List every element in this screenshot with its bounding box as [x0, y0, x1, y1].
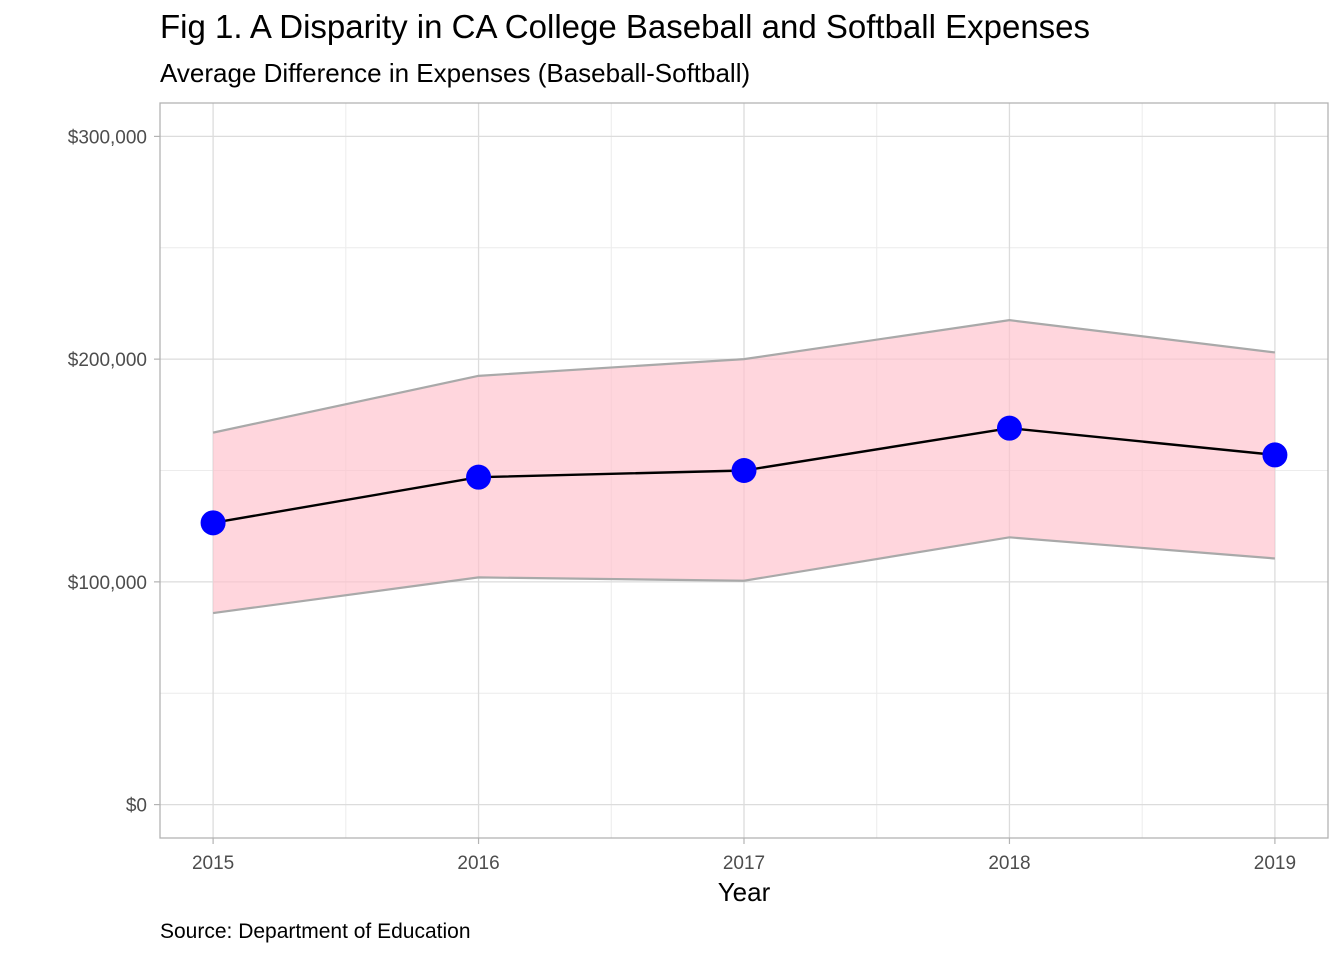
band-upper-line: [212, 319, 1276, 434]
x-tick-label: 2015: [192, 853, 234, 874]
band-lower-line: [212, 536, 1275, 615]
chart-caption: Source: Department of Education: [160, 920, 471, 943]
data-point: [731, 458, 757, 483]
x-axis-title: Year: [718, 877, 771, 907]
data-point: [200, 510, 226, 536]
chart-subtitle: Average Difference in Expenses (Baseball…: [160, 58, 751, 88]
data-point: [996, 415, 1022, 441]
y-tick-label: $0: [126, 796, 147, 817]
x-tick-label: 2018: [988, 853, 1030, 874]
x-tick-label: 2019: [1254, 853, 1296, 874]
data-point: [466, 464, 492, 490]
y-tick-label: $200,000: [68, 350, 147, 371]
data-point: [1262, 442, 1288, 468]
y-tick-label: $100,000: [68, 573, 147, 594]
y-axis-ticks: $0 $100,000 $200,000 $300,000: [68, 127, 160, 817]
x-axis-ticks: 2015 2016 2017 2018 2019: [192, 838, 1296, 874]
x-tick-label: 2017: [723, 853, 765, 874]
series-points: [200, 415, 1288, 536]
chart-title: Fig 1. A Disparity in CA College Basebal…: [160, 8, 1091, 45]
y-tick-label: $300,000: [68, 127, 147, 148]
x-tick-label: 2016: [457, 853, 499, 874]
